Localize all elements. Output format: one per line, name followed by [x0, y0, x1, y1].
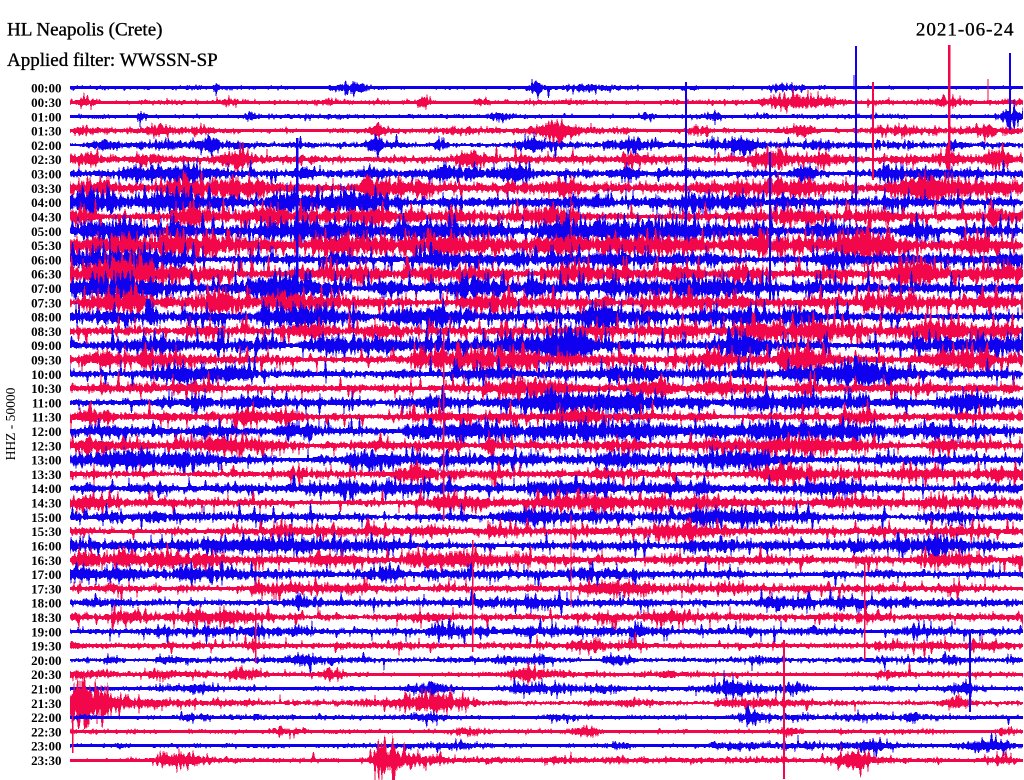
svg-text:2021-06-24: 2021-06-24 — [916, 20, 1015, 41]
svg-text:07:30: 07:30 — [31, 295, 61, 310]
svg-text:10:30: 10:30 — [31, 381, 61, 396]
svg-text:17:30: 17:30 — [31, 581, 61, 596]
svg-text:17:00: 17:00 — [31, 567, 61, 582]
svg-text:20:00: 20:00 — [31, 653, 61, 668]
svg-text:05:30: 05:30 — [31, 238, 61, 253]
svg-text:09:30: 09:30 — [31, 353, 61, 368]
svg-text:14:30: 14:30 — [31, 496, 61, 511]
svg-text:04:00: 04:00 — [31, 195, 61, 210]
svg-text:Applied filter: WWSSN-SP: Applied filter: WWSSN-SP — [7, 50, 218, 71]
svg-text:23:00: 23:00 — [31, 739, 61, 754]
svg-text:15:00: 15:00 — [31, 510, 61, 525]
svg-text:22:00: 22:00 — [31, 710, 61, 725]
svg-text:HHZ - 50000: HHZ - 50000 — [3, 387, 18, 460]
svg-text:21:00: 21:00 — [31, 682, 61, 697]
svg-text:06:00: 06:00 — [31, 252, 61, 267]
svg-text:12:30: 12:30 — [31, 438, 61, 453]
svg-text:03:00: 03:00 — [31, 167, 61, 182]
svg-text:05:00: 05:00 — [31, 224, 61, 239]
svg-text:14:00: 14:00 — [31, 481, 61, 496]
svg-text:00:30: 00:30 — [31, 95, 61, 110]
svg-text:10:00: 10:00 — [31, 367, 61, 382]
svg-text:18:00: 18:00 — [31, 596, 61, 611]
svg-text:04:30: 04:30 — [31, 209, 61, 224]
svg-text:21:30: 21:30 — [31, 696, 61, 711]
svg-text:19:00: 19:00 — [31, 624, 61, 639]
svg-text:08:00: 08:00 — [31, 310, 61, 325]
svg-text:16:00: 16:00 — [31, 539, 61, 554]
svg-text:13:30: 13:30 — [31, 467, 61, 482]
svg-text:09:00: 09:00 — [31, 338, 61, 353]
svg-text:02:30: 02:30 — [31, 152, 61, 167]
svg-text:16:30: 16:30 — [31, 553, 61, 568]
svg-text:00:00: 00:00 — [31, 81, 61, 96]
svg-text:18:30: 18:30 — [31, 610, 61, 625]
svg-text:15:30: 15:30 — [31, 524, 61, 539]
svg-text:22:30: 22:30 — [31, 724, 61, 739]
svg-text:11:00: 11:00 — [32, 395, 62, 410]
svg-text:01:00: 01:00 — [31, 109, 61, 124]
svg-text:06:30: 06:30 — [31, 267, 61, 282]
svg-text:HL Neapolis (Crete): HL Neapolis (Crete) — [7, 20, 162, 41]
svg-text:23:30: 23:30 — [31, 753, 61, 768]
svg-text:02:00: 02:00 — [31, 138, 61, 153]
svg-text:19:30: 19:30 — [31, 639, 61, 654]
svg-text:11:30: 11:30 — [32, 410, 62, 425]
svg-text:08:30: 08:30 — [31, 324, 61, 339]
svg-text:03:30: 03:30 — [31, 181, 61, 196]
svg-text:20:30: 20:30 — [31, 667, 61, 682]
svg-text:12:00: 12:00 — [31, 424, 61, 439]
svg-text:07:00: 07:00 — [31, 281, 61, 296]
svg-text:01:30: 01:30 — [31, 124, 61, 139]
svg-text:13:00: 13:00 — [31, 453, 61, 468]
